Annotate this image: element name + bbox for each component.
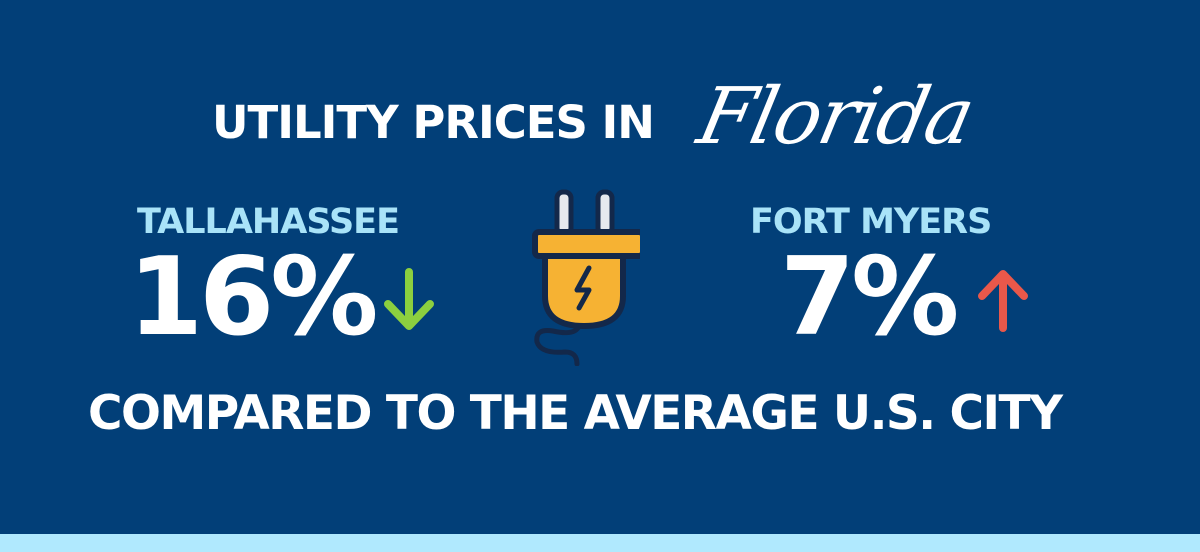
title-script-florida: Florida [690, 72, 981, 162]
electric-plug-icon [532, 189, 640, 366]
percent-fort-myers: 7% [780, 235, 959, 360]
comparison-caption: COMPARED TO THE AVERAGE U.S. CITY [88, 386, 1063, 441]
percent-tallahassee: 16% [128, 235, 379, 360]
arrow-up-icon [978, 270, 1028, 332]
arrow-down-icon [384, 268, 434, 330]
bottom-strip [0, 534, 1200, 552]
city-tallahassee: TALLAHASSEE [137, 202, 400, 242]
title: UTILITY PRICES IN [212, 96, 655, 149]
city-fort-myers: FORT MYERS [750, 202, 992, 242]
